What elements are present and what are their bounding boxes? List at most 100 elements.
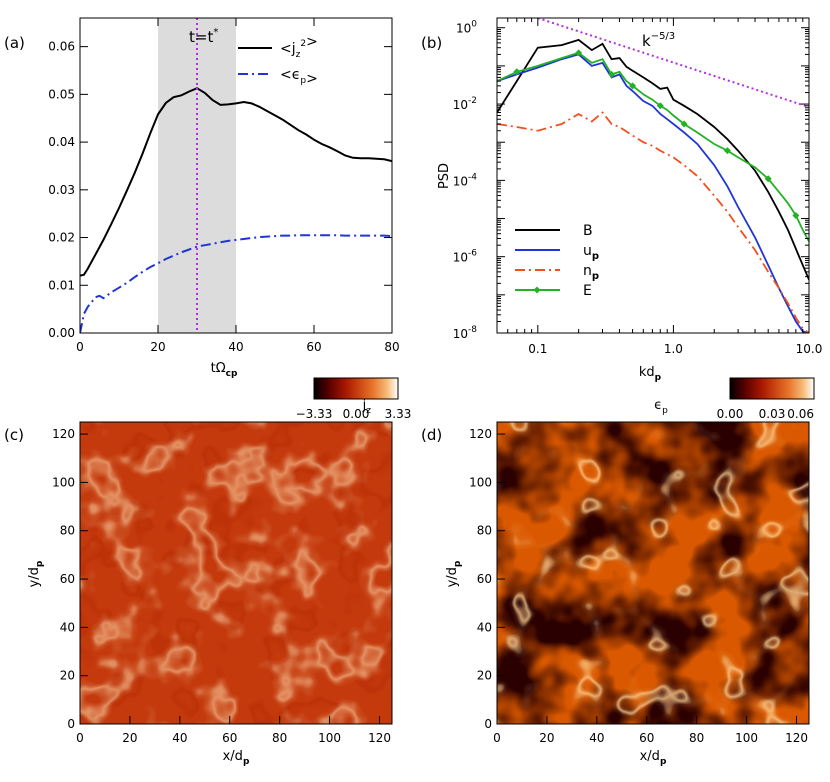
- x-tick-label-a: 0: [76, 340, 84, 354]
- y-tick-label-a: 0.02: [48, 231, 75, 245]
- x-tick-label: 0: [493, 731, 501, 745]
- time-marker-label: t=t*: [189, 27, 218, 46]
- series-line-a-0: [80, 87, 392, 277]
- y-tick-label-a: 0.03: [48, 183, 75, 197]
- series-line-b-3: [497, 51, 809, 242]
- series-marker-b: [792, 212, 800, 220]
- x-tick-label: 20: [122, 731, 137, 745]
- colorbar-tick-c-1: 0.00: [343, 407, 370, 421]
- x-axis-label-c: x/dp: [223, 749, 250, 767]
- y-tick-label-a: 0.04: [48, 135, 75, 149]
- legend-label-a: <ϵp>: [280, 67, 318, 87]
- x-tick-label: 0: [76, 731, 84, 745]
- x-tick-label: 100: [735, 731, 758, 745]
- x-tick-label-a: 80: [384, 340, 399, 354]
- y-tick-label-b: 10-4: [453, 172, 478, 188]
- y-tick-label: 60: [60, 572, 75, 586]
- series-marker-b: [680, 120, 688, 128]
- y-axis-label-d: y/dp: [445, 560, 463, 587]
- x-tick-label-a: 20: [150, 340, 165, 354]
- y-tick-label: 80: [477, 524, 492, 538]
- x-tick-label: 80: [689, 731, 704, 745]
- panel-label-d: (d): [421, 426, 442, 444]
- series-line-a-1: [80, 234, 392, 333]
- x-tick-label-b: 10.0: [796, 342, 823, 356]
- panel-label-b: (b): [421, 34, 442, 52]
- colorbar-tick-c-0: −3.33: [296, 407, 333, 421]
- series-line-b-2: [497, 111, 809, 333]
- x-axis-label-b: kdp: [639, 365, 662, 383]
- y-tick-label-a: 0.05: [48, 87, 75, 101]
- x-tick-label: 40: [172, 731, 187, 745]
- legend-marker-b: [533, 286, 541, 294]
- y-tick-label-b: 10-2: [453, 96, 477, 112]
- y-tick-label-a: 0.01: [48, 278, 75, 292]
- legend-label-b: np: [583, 263, 599, 282]
- series-marker-b: [513, 68, 521, 76]
- x-tick-label: 120: [785, 731, 808, 745]
- legend-label-b: B: [583, 223, 593, 239]
- colorbar-tick-d-1: 0.03: [759, 407, 786, 421]
- x-tick-label: 20: [539, 731, 554, 745]
- x-tick-label-a: 60: [306, 340, 321, 354]
- series-marker-b: [723, 147, 731, 155]
- colorbar-title-d: ϵp: [654, 398, 668, 416]
- series-line-b-1: [497, 53, 809, 333]
- x-tick-label: 40: [589, 731, 604, 745]
- y-tick-label: 40: [60, 620, 75, 634]
- panel-c: jz −3.33 0.00 3.33 0 20 40 60 80 100 120 0 20 40 6…: [4, 377, 412, 767]
- colorbar-tick-d-2: 0.06: [787, 407, 814, 421]
- x-axis-label-d: x/dp: [640, 749, 667, 767]
- y-tick-label-b: 100: [456, 20, 477, 36]
- colorbar-tick-d-0: 0.00: [717, 407, 744, 421]
- x-tick-label: 120: [368, 731, 391, 745]
- series-marker-b: [575, 49, 583, 57]
- y-tick-label: 120: [469, 427, 492, 441]
- x-tick-label-b: 0.1: [528, 342, 547, 356]
- colorbar-title-c: jz: [362, 398, 372, 416]
- legend-label-b: up: [583, 243, 599, 262]
- panel-a: 0 20 40 60 80 0.00 0.01 0.02 0.03 0.04 0.05 0.06 (a…: [4, 17, 400, 379]
- plot-frame-b: [496, 17, 810, 334]
- legend-label-a: <jz2>: [280, 34, 318, 60]
- series-marker-b: [608, 70, 616, 78]
- x-tick-label: 80: [272, 731, 287, 745]
- x-tick-label: 60: [639, 731, 654, 745]
- shaded-interval: [158, 18, 236, 333]
- panel-label-c: (c): [4, 426, 24, 444]
- y-tick-label-b: 10-6: [453, 249, 478, 265]
- panel-d: ϵp 0.00 0.03 0.06 0 20 40 60 80 100 120 0 20 40 60…: [421, 377, 815, 767]
- y-tick-label: 80: [60, 524, 75, 538]
- x-tick-label: 100: [318, 731, 341, 745]
- y-tick-label: 120: [52, 427, 75, 441]
- x-tick-label: 60: [222, 731, 237, 745]
- colorbar-c: [313, 377, 399, 400]
- y-axis-label-b: PSD: [437, 163, 452, 189]
- y-axis-label-c: y/dp: [27, 560, 45, 587]
- x-tick-label-b: 1.0: [664, 342, 683, 356]
- y-tick-label: 20: [60, 669, 75, 683]
- y-tick-label-a: 0.00: [48, 326, 75, 340]
- heatmap-epsilon: [497, 422, 809, 724]
- plot-frame-d: [496, 421, 810, 725]
- series-line-b-0: [497, 38, 809, 281]
- series-marker-b: [656, 102, 664, 110]
- y-tick-label: 20: [477, 669, 492, 683]
- colorbar-tick-c-2: 3.33: [385, 407, 412, 421]
- series-marker-b: [629, 82, 637, 90]
- legend-label-b: E: [583, 283, 592, 299]
- y-tick-label: 60: [477, 572, 492, 586]
- slope-label: k−5/3: [642, 31, 675, 50]
- heatmap-jz: [80, 422, 392, 724]
- y-tick-label: 40: [477, 620, 492, 634]
- y-tick-label: 0: [67, 717, 75, 731]
- series-marker-b: [764, 175, 772, 183]
- y-tick-label: 0: [484, 717, 492, 731]
- y-tick-label-b: 10-8: [453, 325, 478, 341]
- y-tick-label-a: 0.06: [48, 40, 75, 54]
- x-tick-label-a: 40: [228, 340, 243, 354]
- colorbar-d: [729, 377, 815, 400]
